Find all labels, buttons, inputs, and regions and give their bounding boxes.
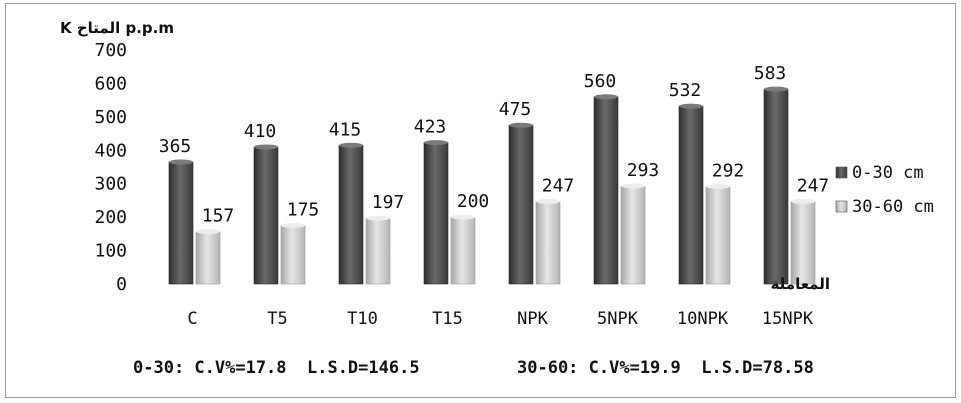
data-label: 423 — [414, 117, 447, 138]
bars-group — [168, 86, 816, 285]
bar-cap — [706, 183, 730, 189]
legend-label: 0-30 cm — [852, 163, 924, 183]
x-category-label: NPK — [517, 309, 548, 329]
bar-series1 — [763, 88, 789, 285]
bar-cap — [509, 122, 533, 128]
bar-cap — [764, 86, 788, 92]
bar-series2 — [620, 185, 646, 285]
bar-series2 — [195, 231, 221, 285]
stats-annotation-0-30: 0-30: C.V%=17.8 L.S.D=146.5 — [133, 358, 420, 378]
data-label: 292 — [712, 160, 745, 181]
bar-series2 — [790, 201, 816, 285]
bar-series2 — [365, 217, 391, 285]
legend-swatch — [835, 166, 848, 179]
bar-series2 — [280, 225, 306, 285]
y-tick-label: 300 — [94, 174, 127, 195]
data-label: 365 — [159, 136, 192, 157]
bar-series1 — [508, 124, 534, 285]
x-category-label: 10NPK — [677, 309, 729, 329]
y-tick-label: 0 — [116, 274, 127, 295]
x-axis-title: المعاملة — [771, 275, 830, 293]
data-labels-group: 365 157 410 175 415 197 423 200 475 247 560 293 532 2… — [159, 63, 830, 226]
y-axis-title: K المتاح p.p.m — [60, 19, 174, 37]
y-tick-label: 200 — [94, 207, 127, 228]
bar-cap — [339, 142, 363, 148]
bar-series1 — [338, 144, 364, 285]
data-label: 410 — [244, 121, 277, 142]
bar-series2 — [705, 186, 731, 285]
bar-cap — [254, 144, 278, 150]
x-category-label: T15 — [432, 309, 463, 329]
bar-cap — [594, 94, 618, 100]
data-label: 247 — [542, 175, 575, 196]
stats-annotation-30-60: 30-60: C.V%=19.9 L.S.D=78.58 — [517, 358, 814, 378]
data-label: 475 — [499, 99, 532, 120]
data-label: 175 — [287, 200, 320, 221]
x-category-label: 5NPK — [597, 309, 639, 329]
data-label: 560 — [584, 71, 617, 92]
bar-cap — [366, 215, 390, 221]
bar-series1 — [593, 96, 619, 285]
bar-cap — [196, 229, 220, 235]
bar-cap — [169, 159, 193, 165]
bar-series1 — [678, 105, 704, 285]
data-label: 583 — [754, 63, 787, 84]
bar-cap — [791, 198, 815, 204]
y-tick-label: 500 — [94, 107, 127, 128]
bar-cap — [451, 214, 475, 220]
x-category-label: T10 — [347, 309, 378, 329]
x-axis-categories: C T5 T10 T15 NPK 5NPK 10NPK 15NPK — [187, 309, 813, 329]
bar-cap — [621, 183, 645, 189]
y-tick-label: 700 — [94, 40, 127, 61]
x-category-label: 15NPK — [762, 309, 814, 329]
bar-series1 — [423, 142, 449, 285]
bar-cap — [424, 140, 448, 146]
bar-series1 — [253, 146, 279, 285]
x-category-label: T5 — [267, 309, 287, 329]
bar-cap — [679, 103, 703, 109]
bar-series2 — [535, 201, 561, 285]
legend-swatch — [835, 200, 848, 213]
data-label: 293 — [627, 160, 660, 181]
data-label: 532 — [669, 80, 702, 101]
y-tick-label: 600 — [94, 73, 127, 94]
bar-series1 — [168, 161, 194, 285]
data-label: 247 — [797, 175, 830, 196]
data-label: 415 — [329, 119, 362, 140]
x-category-label: C — [187, 309, 197, 329]
bar-cap — [281, 223, 305, 228]
data-label: 197 — [372, 192, 405, 213]
legend: 0-30 cm 30-60 cm — [835, 163, 934, 217]
data-label: 200 — [457, 191, 490, 212]
data-label: 157 — [202, 206, 235, 227]
bar-cap — [536, 198, 560, 204]
y-axis: 0 100 200 300 400 500 600 700 — [94, 40, 127, 295]
y-tick-label: 100 — [94, 241, 127, 262]
legend-label: 30-60 cm — [852, 197, 934, 217]
bar-series2 — [450, 216, 476, 285]
y-tick-label: 400 — [94, 140, 127, 161]
